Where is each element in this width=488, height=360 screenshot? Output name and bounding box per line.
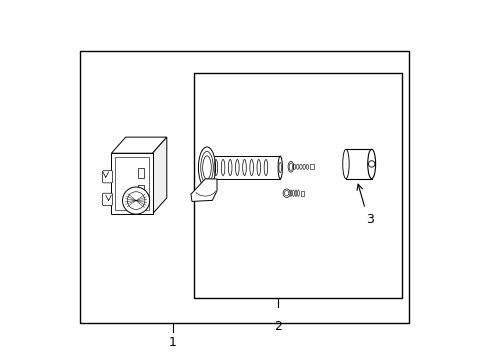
Ellipse shape xyxy=(287,161,293,172)
Text: 3: 3 xyxy=(365,212,373,225)
FancyBboxPatch shape xyxy=(102,171,112,183)
Polygon shape xyxy=(152,137,166,214)
Text: 2: 2 xyxy=(274,320,282,333)
Bar xyxy=(138,185,143,193)
Bar xyxy=(345,149,371,179)
Ellipse shape xyxy=(201,152,213,184)
Bar xyxy=(80,51,408,323)
Ellipse shape xyxy=(278,156,282,179)
Polygon shape xyxy=(190,179,217,202)
Ellipse shape xyxy=(203,156,211,179)
Ellipse shape xyxy=(283,189,290,198)
Ellipse shape xyxy=(342,149,348,179)
Text: 1: 1 xyxy=(169,336,177,349)
FancyBboxPatch shape xyxy=(102,193,112,205)
Ellipse shape xyxy=(198,147,215,188)
Ellipse shape xyxy=(367,149,375,179)
Polygon shape xyxy=(111,137,166,153)
Bar xyxy=(111,153,152,214)
Bar xyxy=(206,156,280,179)
Bar xyxy=(194,73,401,298)
Bar xyxy=(115,157,149,210)
Bar xyxy=(309,164,313,169)
Bar xyxy=(300,191,303,196)
Bar xyxy=(138,168,143,178)
Circle shape xyxy=(122,187,149,214)
